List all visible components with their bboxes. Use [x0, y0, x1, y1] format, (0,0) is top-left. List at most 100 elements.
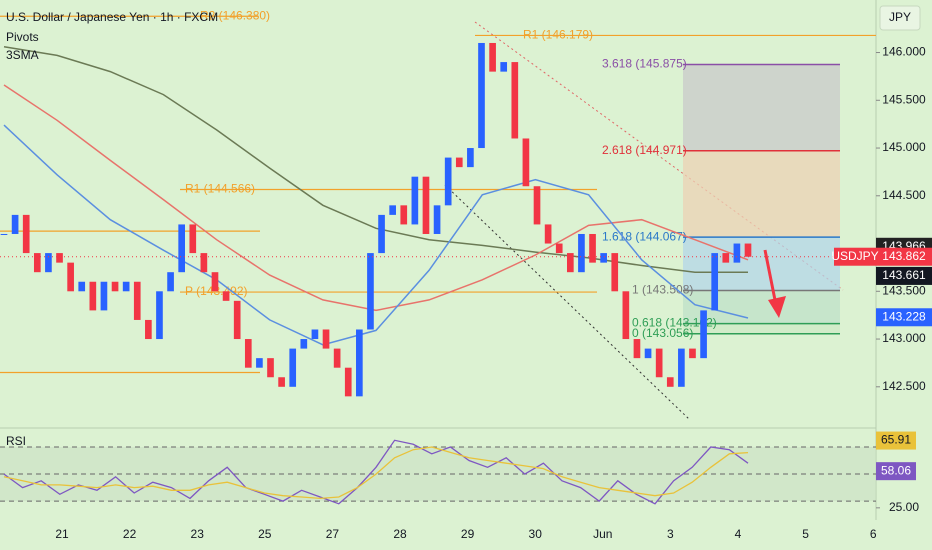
candle — [78, 281, 86, 292]
pivot-label: R2 (146.380) — [200, 8, 270, 22]
sma-line — [3, 124, 749, 346]
rsi-line — [3, 439, 749, 505]
candle — [711, 253, 719, 311]
candle — [400, 205, 408, 225]
candle — [133, 281, 141, 320]
y-tick-label: 145.000 — [882, 140, 926, 154]
currency[interactable]: JPY — [889, 10, 911, 24]
candle — [145, 319, 152, 340]
candle — [367, 253, 374, 330]
fib-label: 1 (143.508) — [632, 283, 693, 297]
candle — [600, 253, 607, 263]
price-tag-label: 143.661 — [882, 268, 926, 282]
candle — [0, 233, 8, 235]
candle — [511, 62, 519, 139]
candle — [344, 367, 352, 397]
candle — [256, 358, 263, 368]
currency-box[interactable] — [879, 5, 921, 31]
x-tick-label: 28 — [393, 527, 407, 541]
candle — [156, 291, 163, 340]
fib-label: 2.618 (144.971) — [602, 143, 687, 157]
indicator: 3SMA — [6, 48, 39, 62]
x-tick-label: 23 — [191, 527, 205, 541]
price-tag — [876, 266, 932, 285]
candle — [122, 281, 130, 292]
price-tag-label: 143.228 — [882, 309, 926, 323]
candle — [644, 348, 652, 359]
x-tick-label: 3 — [667, 527, 674, 541]
candle — [522, 138, 530, 187]
y-tick-label: 142.500 — [882, 379, 926, 393]
candle — [278, 377, 285, 387]
x-tick-label: 29 — [461, 527, 475, 541]
candle — [322, 329, 330, 349]
sma-line — [3, 84, 749, 312]
price-tag-label: 143.862 — [882, 249, 926, 263]
y-tick-label: 144.500 — [882, 188, 926, 202]
chart-title: U.S. Dollar / Japanese Yen · 1h · FXCM — [6, 10, 218, 24]
fib-label: 1.618 (144.067) — [602, 229, 687, 243]
x-tick-label: 30 — [529, 527, 543, 541]
fib-label: 0.618 (143.162) — [632, 316, 717, 330]
rsi-title: RSI — [6, 434, 26, 448]
candle — [589, 233, 596, 263]
candle — [467, 148, 474, 168]
candle — [300, 339, 308, 349]
candle — [411, 176, 419, 225]
rsi-band — [0, 447, 876, 502]
x-tick-label: Jun — [593, 527, 612, 541]
x-tick-label: 21 — [55, 527, 69, 541]
candle — [555, 243, 563, 254]
price-tag — [876, 308, 932, 327]
candle — [733, 243, 741, 263]
x-tick-label: 22 — [123, 527, 137, 541]
trend-line — [444, 184, 691, 421]
symbol-label: USDJPY — [831, 249, 878, 263]
arrow — [763, 249, 778, 306]
candle — [378, 214, 385, 254]
candle — [566, 253, 574, 273]
candle — [244, 339, 252, 368]
candle — [533, 186, 541, 225]
price-tag — [876, 247, 932, 266]
candle — [578, 233, 585, 273]
fib-zone — [683, 150, 840, 238]
candle — [56, 253, 63, 263]
pivot-label: R1 (144.566) — [185, 182, 255, 196]
candle — [33, 253, 41, 273]
candle — [267, 358, 274, 378]
rsi-tag — [876, 431, 916, 450]
candle — [455, 157, 463, 168]
indicator: Pivots — [6, 30, 39, 44]
candle — [422, 176, 430, 234]
rsi-line — [3, 446, 749, 500]
arrow-head — [768, 296, 786, 318]
candle — [311, 329, 319, 340]
candle — [22, 214, 30, 254]
x-tick-label: 25 — [258, 527, 272, 541]
fib-label: 0 (143.056) — [632, 326, 693, 340]
candle — [189, 224, 197, 254]
candle — [356, 329, 363, 397]
candle — [111, 281, 119, 292]
candle — [633, 339, 641, 359]
candle — [700, 310, 707, 359]
pivot-label: R1 (146.179) — [523, 28, 593, 42]
symbol-tag — [834, 247, 876, 266]
candle — [222, 291, 230, 301]
rsi-tag-label: 65.91 — [881, 433, 911, 447]
y-tick-label: 25.00 — [889, 500, 919, 514]
candle — [489, 42, 496, 72]
candle — [333, 348, 341, 368]
fib-label: 3.618 (145.875) — [602, 57, 687, 71]
y-tick-label: 145.500 — [882, 92, 926, 106]
y-tick-label: 146.000 — [882, 45, 926, 59]
candle — [622, 291, 630, 340]
fib-zone — [683, 290, 840, 324]
x-tick-label: 27 — [326, 527, 340, 541]
trend-line — [474, 21, 844, 291]
rsi-tag-label: 58.06 — [881, 463, 911, 477]
y-tick-label: 143.500 — [882, 283, 926, 297]
candle — [722, 253, 730, 263]
